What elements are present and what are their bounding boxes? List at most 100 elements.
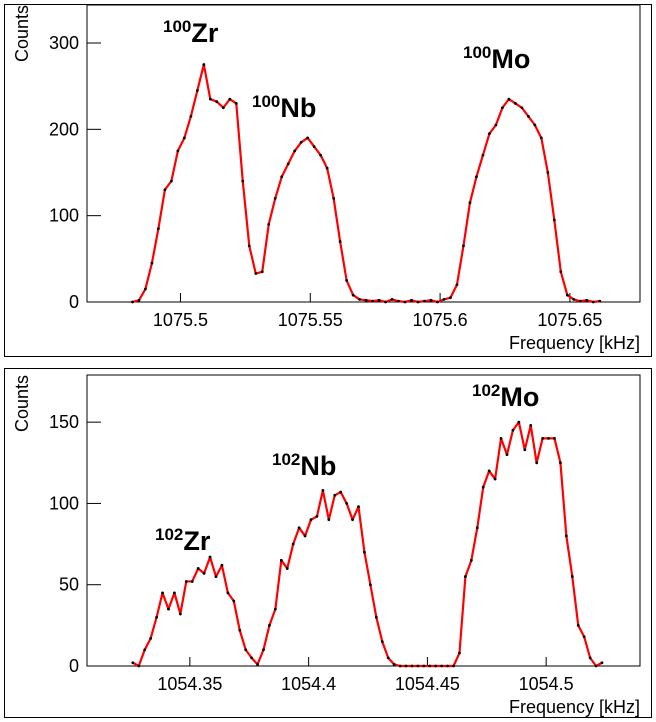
data-point [403, 300, 407, 304]
data-point [293, 149, 297, 153]
data-point [371, 299, 374, 303]
y-tick-label: 100 [49, 206, 79, 226]
data-point [591, 300, 595, 304]
data-point [511, 428, 515, 432]
data-point [552, 218, 556, 222]
data-point [268, 623, 271, 627]
data-point [475, 175, 478, 179]
data-point [500, 106, 504, 110]
data-point [312, 145, 316, 148]
y-tick-label: 50 [59, 575, 79, 595]
data-point [215, 100, 219, 104]
peak-symbol: Mo [500, 382, 539, 412]
data-point [505, 453, 509, 457]
data-point [143, 648, 147, 652]
data-point [410, 298, 413, 302]
data-point [262, 648, 265, 652]
data-point [565, 293, 569, 297]
data-point [374, 615, 378, 619]
y-axis-title: Counts [12, 375, 32, 432]
data-point [384, 300, 387, 304]
data-line [132, 421, 603, 668]
data-point [397, 299, 400, 303]
data-point [190, 580, 194, 583]
data-point [351, 518, 354, 522]
data-point [452, 664, 455, 668]
peak-label: 102Nb [272, 450, 336, 481]
data-point [481, 153, 485, 157]
data-point [559, 270, 563, 274]
data-point [436, 300, 439, 304]
x-tick-label: 1075.5 [153, 310, 208, 330]
data-point [594, 664, 598, 668]
x-tick-label: 1075.65 [537, 310, 602, 330]
data-point [167, 607, 170, 611]
data-point [475, 526, 479, 530]
data-point [137, 664, 141, 668]
data-point [446, 664, 449, 668]
data-point [416, 664, 420, 668]
data-point [228, 97, 232, 101]
data-point [570, 575, 574, 578]
plot-frame [86, 374, 641, 667]
panel-border [4, 4, 652, 357]
data-point [286, 162, 290, 166]
data-point [529, 423, 533, 427]
data-point [535, 461, 539, 465]
data-point [189, 114, 193, 118]
data-point [208, 97, 212, 101]
data-point [598, 299, 602, 303]
data-point [539, 136, 543, 140]
peak-symbol: Zr [183, 526, 210, 556]
data-point [315, 515, 319, 518]
data-point [196, 567, 200, 570]
data-point [458, 651, 461, 655]
data-line [132, 63, 600, 304]
data-point [499, 437, 503, 440]
data-point [523, 448, 527, 452]
data-point [377, 298, 381, 302]
data-point [351, 293, 355, 297]
data-point [273, 607, 277, 611]
peak-symbol: Nb [280, 93, 316, 123]
peak-mass: 102 [272, 450, 300, 469]
data-point [559, 461, 562, 465]
data-point [173, 591, 176, 595]
data-point [449, 296, 452, 300]
peak-mass: 100 [463, 43, 491, 62]
peak-label: 100Mo [463, 43, 530, 74]
x-tick-label: 1054.45 [395, 674, 460, 694]
data-point [273, 196, 277, 200]
data-point [297, 526, 301, 530]
data-point [163, 188, 167, 192]
data-point [520, 106, 524, 110]
data-point [442, 298, 446, 301]
data-point [144, 287, 147, 291]
data-point [214, 575, 218, 578]
data-point [267, 222, 271, 226]
data-point [309, 518, 313, 522]
data-point [380, 640, 384, 644]
data-point [195, 89, 199, 92]
data-point [260, 270, 264, 274]
peak-mass: 100 [163, 17, 191, 36]
data-point [481, 485, 485, 489]
data-point [541, 437, 545, 440]
data-point [358, 298, 362, 301]
data-point [410, 664, 414, 668]
x-axis-title: Frequency [kHz] [509, 697, 640, 717]
data-point [338, 240, 342, 243]
y-tick-label: 100 [49, 493, 79, 513]
data-point [226, 591, 230, 595]
data-point [150, 261, 154, 265]
data-point [131, 300, 134, 304]
data-point [176, 149, 180, 153]
data-point [161, 591, 164, 595]
data-point [600, 661, 604, 665]
x-tick-label: 1075.55 [278, 310, 343, 330]
peak-label: 102Zr [155, 525, 211, 556]
peak-symbol: Zr [191, 18, 218, 48]
data-point [339, 490, 343, 494]
data-point [582, 635, 586, 639]
data-point [299, 140, 303, 144]
